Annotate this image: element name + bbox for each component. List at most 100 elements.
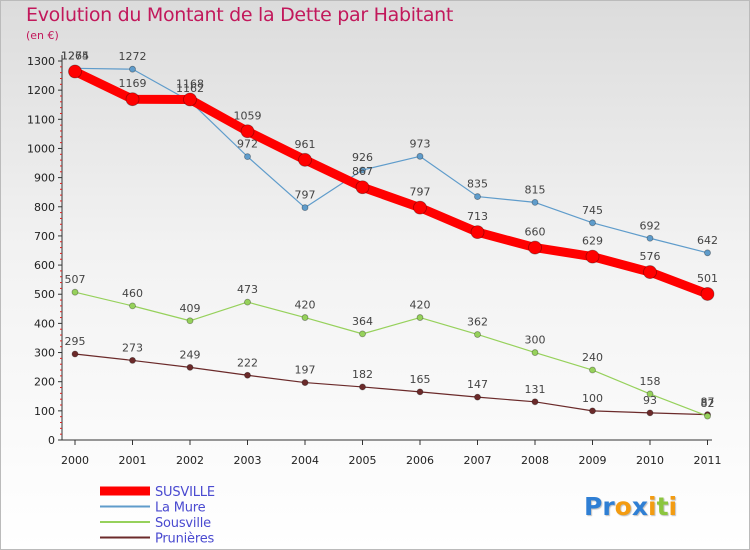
- data-label: 147: [467, 378, 488, 391]
- data-point: [704, 412, 711, 420]
- data-label: 972: [237, 138, 258, 151]
- x-tick-label: 2000: [61, 454, 89, 467]
- series-line-3: [74, 353, 709, 416]
- data-label: 131: [525, 383, 546, 396]
- data-point: [413, 200, 427, 215]
- y-tick-label: 1200: [27, 84, 55, 97]
- logo-letter: i: [668, 492, 678, 521]
- data-label: 364: [352, 315, 373, 328]
- data-point: [704, 249, 711, 257]
- logo-letter: P: [584, 492, 603, 521]
- data-point: [240, 124, 255, 139]
- y-tick-label: 700: [34, 230, 55, 243]
- data-label: 409: [180, 302, 201, 315]
- data-point: [531, 398, 539, 406]
- data-label: 507: [65, 273, 86, 286]
- y-tick-label: 500: [34, 288, 55, 301]
- data-label: 165: [410, 373, 431, 386]
- data-point: [71, 288, 79, 296]
- data-point: [585, 249, 600, 264]
- x-tick-label: 2011: [694, 454, 722, 467]
- data-label: 1169: [119, 77, 147, 90]
- data-point: [700, 287, 715, 301]
- data-label: 240: [582, 351, 603, 364]
- data-point: [589, 219, 596, 227]
- logo-letter: r: [602, 492, 615, 521]
- data-point: [298, 152, 312, 167]
- data-label: 867: [352, 165, 373, 178]
- data-point: [416, 388, 424, 396]
- data-point: [183, 92, 197, 107]
- data-point: [71, 350, 79, 358]
- legend-label: SUSVILLE: [155, 485, 215, 500]
- chart-title: Evolution du Montant de la Dette par Hab…: [26, 4, 454, 26]
- data-point: [301, 379, 309, 386]
- data-point: [355, 180, 370, 195]
- y-tick-label: 100: [34, 405, 55, 418]
- data-point: [531, 349, 539, 356]
- data-label: 420: [410, 299, 431, 312]
- data-label: 1168: [176, 77, 204, 90]
- data-label: 501: [697, 272, 718, 285]
- legend-label: La Mure: [155, 501, 206, 516]
- x-tick-label: 2003: [234, 454, 262, 467]
- data-label: 1264: [61, 49, 89, 62]
- x-tick-label: 2004: [291, 454, 319, 467]
- y-tick-label: 800: [34, 201, 55, 214]
- data-point: [528, 240, 542, 255]
- data-label: 692: [640, 219, 661, 232]
- x-tick-label: 2001: [119, 454, 147, 467]
- data-point: [301, 204, 309, 212]
- y-tick-label: 200: [34, 376, 55, 389]
- y-tick-label: 900: [34, 172, 55, 185]
- data-point: [301, 314, 309, 321]
- data-point: [244, 153, 251, 161]
- x-tick-label: 2007: [464, 454, 492, 467]
- data-point: [129, 302, 136, 310]
- y-tick-label: 1000: [27, 142, 55, 155]
- legend-label: Prunières: [155, 532, 215, 547]
- data-point: [646, 390, 654, 398]
- logo-letter: o: [614, 492, 632, 521]
- data-label: 797: [410, 186, 431, 199]
- data-point: [129, 357, 136, 364]
- data-label: 642: [697, 234, 718, 247]
- series-line-2: [74, 291, 709, 417]
- data-label: 82: [701, 397, 715, 410]
- data-label: 273: [122, 341, 143, 354]
- data-point: [125, 92, 140, 107]
- data-label: 420: [295, 299, 316, 312]
- data-point: [589, 407, 596, 415]
- data-point: [416, 314, 424, 321]
- data-label: 1275: [61, 49, 89, 62]
- data-point: [589, 366, 596, 374]
- data-point: [416, 152, 424, 160]
- x-tick-label: 2008: [521, 454, 549, 467]
- data-label: 93: [643, 394, 657, 407]
- x-tick-label: 2006: [406, 454, 434, 467]
- data-label: 660: [525, 226, 546, 239]
- data-point: [244, 371, 251, 379]
- data-point: [474, 393, 481, 401]
- logo-letter: t: [656, 492, 669, 521]
- data-label: 576: [640, 250, 661, 263]
- data-point: [244, 298, 251, 306]
- proxiti-logo: Proxiti: [584, 492, 677, 521]
- data-label: 295: [65, 335, 86, 348]
- data-label: 745: [582, 204, 603, 217]
- chart-subtitle: (en €): [26, 29, 59, 42]
- data-label: 362: [467, 315, 488, 328]
- logo-letter: i: [648, 492, 657, 521]
- data-label: 926: [352, 151, 373, 164]
- data-label: 197: [295, 364, 316, 377]
- data-label: 961: [295, 138, 316, 151]
- data-label: 1272: [119, 50, 147, 63]
- data-label: 815: [525, 183, 546, 196]
- data-label: 182: [352, 368, 373, 381]
- data-label: 1162: [176, 82, 204, 95]
- x-tick-label: 2010: [636, 454, 664, 467]
- data-label: 1059: [234, 109, 262, 122]
- y-tick-label: 1300: [27, 55, 55, 68]
- y-tick-label: 600: [34, 259, 55, 272]
